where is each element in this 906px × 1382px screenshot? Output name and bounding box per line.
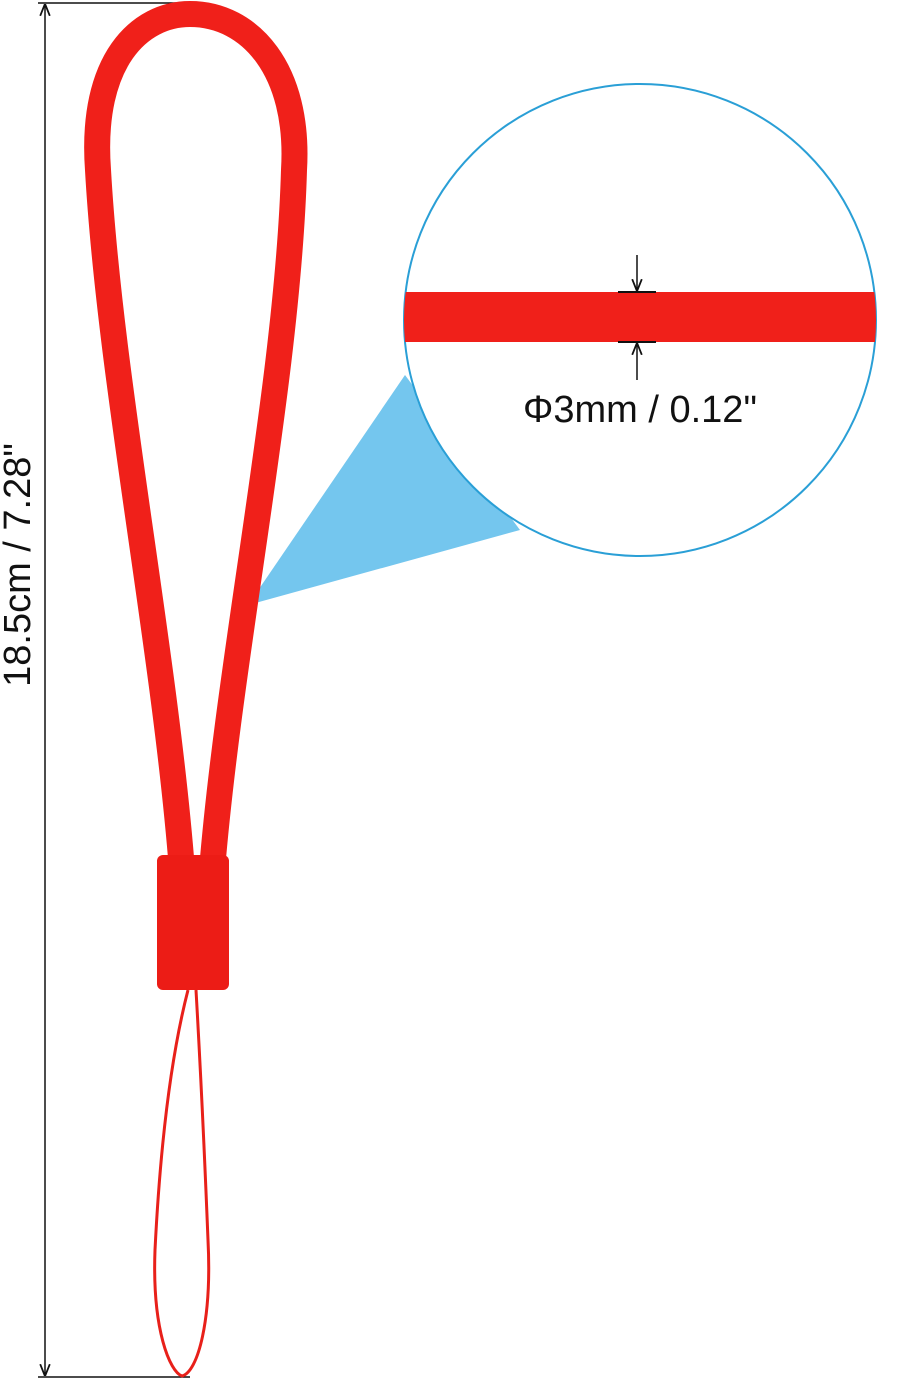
length-label: 18.5cm / 7.28": [0, 443, 39, 687]
magnifier: Φ3mm / 0.12": [403, 83, 877, 557]
length-dimension: 18.5cm / 7.28": [0, 2, 190, 1378]
diameter-label: Φ3mm / 0.12": [523, 389, 757, 431]
callout: [248, 375, 520, 605]
strap: [84, 1, 308, 1378]
